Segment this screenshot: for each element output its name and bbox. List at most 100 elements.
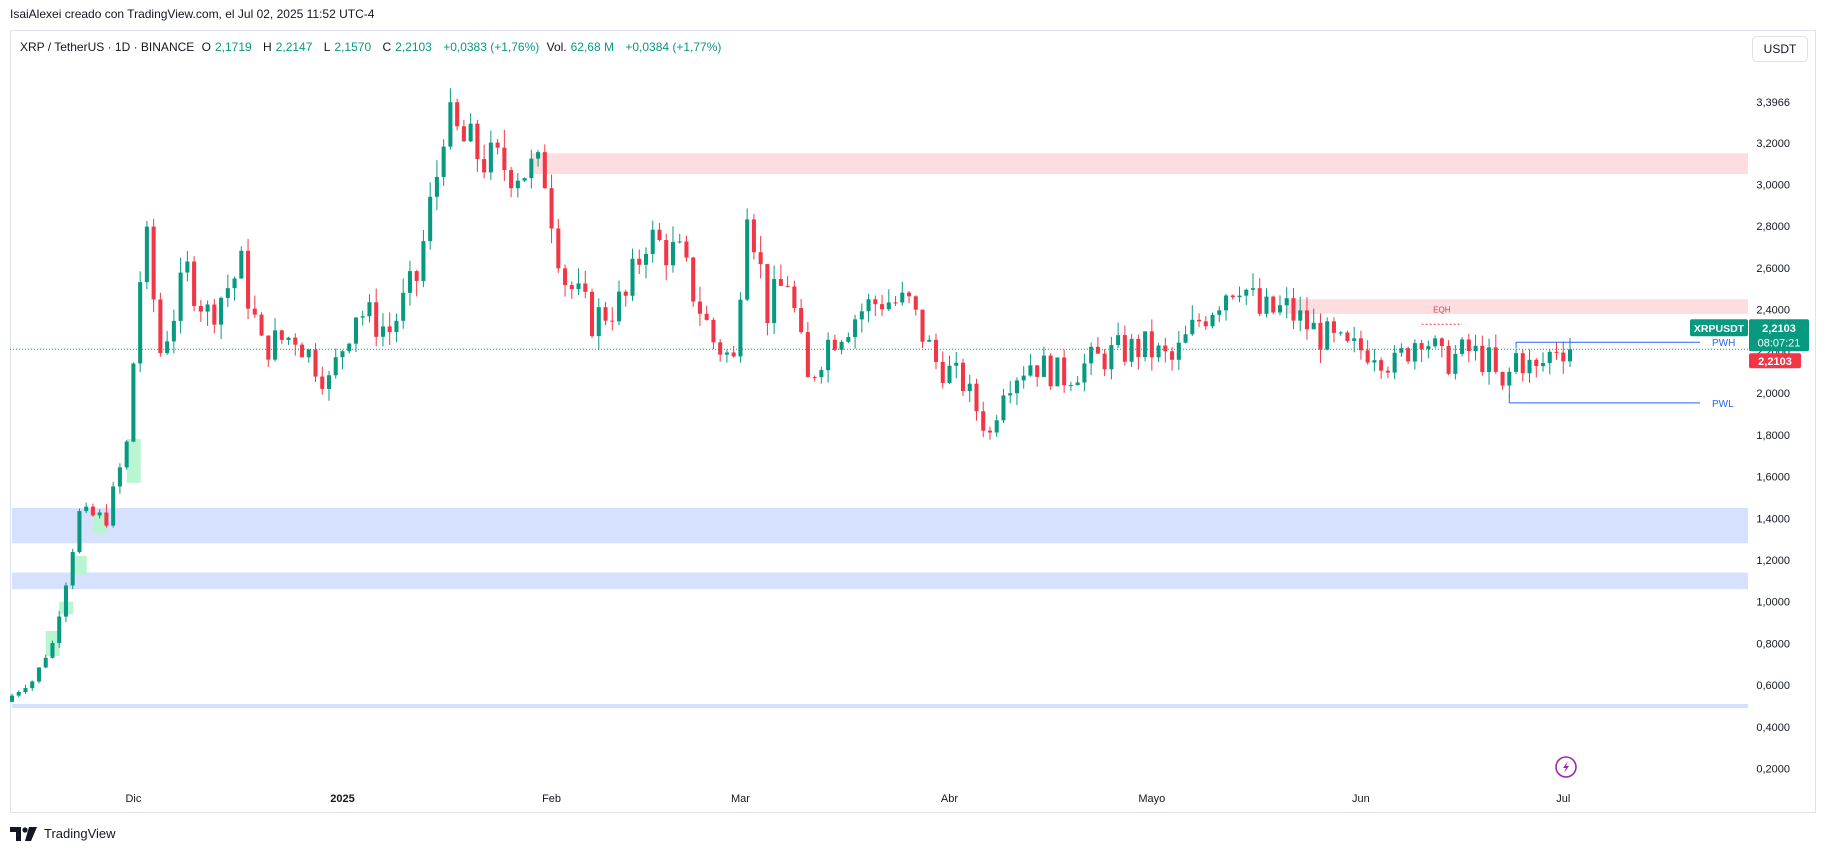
candle-body xyxy=(981,411,986,431)
candle-body xyxy=(320,376,325,389)
candle-body xyxy=(1237,295,1242,298)
candle-body xyxy=(63,585,68,617)
y-tick-label: 2,4000 xyxy=(1756,305,1790,317)
candle-body xyxy=(704,313,709,320)
candle-body xyxy=(880,304,885,310)
candle-body xyxy=(745,219,750,300)
candle-body xyxy=(70,552,75,586)
candle-body xyxy=(50,642,55,658)
zone-demand-3 xyxy=(12,572,1748,590)
candle-body xyxy=(1102,353,1107,370)
currency-button[interactable]: USDT xyxy=(1752,36,1808,62)
chart-caption: IsaiAlexei creado con TradingView.com, e… xyxy=(10,7,375,21)
candle-body xyxy=(1048,355,1053,387)
y-tick-label: 1,2000 xyxy=(1756,555,1790,567)
candle-body xyxy=(650,229,655,254)
candle-body xyxy=(1379,360,1384,371)
candle-body xyxy=(1149,331,1154,358)
candle-body xyxy=(1406,348,1411,362)
candle-body xyxy=(1487,347,1492,373)
y-tick-label: 3,3966 xyxy=(1756,97,1790,109)
candle-body xyxy=(1358,338,1363,351)
candle-body xyxy=(448,102,453,147)
candle-body xyxy=(947,365,952,383)
symbol-tag-bg xyxy=(1690,319,1748,337)
high-label: H xyxy=(263,40,272,54)
candle-body xyxy=(1567,349,1573,362)
candle-body xyxy=(974,383,979,412)
candle-body xyxy=(90,506,95,516)
candle-body xyxy=(131,363,136,442)
candle-body xyxy=(30,681,35,689)
candle-body xyxy=(670,242,675,266)
candle-body xyxy=(468,123,473,142)
candle-body xyxy=(522,178,527,181)
candle-body xyxy=(853,319,858,338)
candle-body xyxy=(711,319,716,343)
lightning-icon[interactable] xyxy=(1555,756,1577,778)
y-tick-label: 1,6000 xyxy=(1756,472,1790,484)
last-price-tag-value: 2,2103 xyxy=(1762,323,1796,335)
candle-body xyxy=(36,667,42,682)
symbol-title[interactable]: XRP / TetherUS · 1D · BINANCE xyxy=(20,40,195,54)
change-value: +0,0383 (+1,76%) xyxy=(443,40,540,54)
candle-body xyxy=(616,291,622,322)
candle-body xyxy=(657,229,662,241)
candle-body xyxy=(1028,365,1033,376)
x-tick-label: Dic xyxy=(125,793,141,805)
candle-body xyxy=(866,299,871,312)
candle-countdown: 08:07:21 xyxy=(1758,337,1801,349)
candle-body xyxy=(1001,395,1006,421)
candle-body xyxy=(542,152,547,189)
candle-body xyxy=(299,344,305,358)
candle-body xyxy=(266,335,271,360)
candle-body xyxy=(785,285,790,287)
candle-body xyxy=(151,226,156,300)
candle-body xyxy=(192,261,197,307)
candle-body xyxy=(758,252,763,265)
candle-body xyxy=(637,258,642,265)
candle-body xyxy=(246,250,251,309)
candle-body xyxy=(1244,289,1249,296)
candle-body xyxy=(313,349,318,377)
candle-body xyxy=(219,297,224,325)
candle-body xyxy=(1311,322,1316,330)
candle-body xyxy=(664,240,669,266)
fvg-box-2 xyxy=(72,555,87,575)
y-tick-label: 3,2000 xyxy=(1756,138,1790,150)
level-label-pwh: PWH xyxy=(1712,338,1735,349)
candle-body xyxy=(900,292,905,303)
x-tick-label: Abr xyxy=(941,793,958,805)
candle-body xyxy=(799,307,804,333)
candle-body xyxy=(124,441,129,468)
candle-body xyxy=(185,261,190,273)
candle-body xyxy=(178,272,183,321)
candle-body xyxy=(367,302,372,317)
candle-body xyxy=(23,688,28,693)
footer-brand: TradingView xyxy=(44,826,116,841)
volume-change: +0,0384 (+1,77%) xyxy=(625,40,722,54)
candle-body xyxy=(488,142,493,173)
candle-body xyxy=(893,302,898,304)
candle-body xyxy=(1473,345,1478,352)
candle-body xyxy=(1561,352,1566,362)
candle-body xyxy=(913,296,918,310)
candle-body xyxy=(832,339,837,350)
candle-body xyxy=(724,352,729,355)
candle-body xyxy=(165,341,170,354)
candle-body xyxy=(1318,322,1323,350)
candle-body xyxy=(84,506,89,512)
candle-body xyxy=(590,291,595,337)
candle-body xyxy=(772,279,777,324)
candle-body xyxy=(259,314,264,336)
lightning-bolt-shape xyxy=(1563,761,1569,773)
candle-body xyxy=(1493,347,1498,372)
candle-body xyxy=(1129,338,1134,362)
candle-body xyxy=(549,188,554,229)
zone-supply-0 xyxy=(531,153,1749,175)
candle-body xyxy=(738,299,743,357)
open-label: O xyxy=(201,40,211,54)
candle-body xyxy=(1331,321,1336,333)
candle-body xyxy=(1426,346,1431,350)
